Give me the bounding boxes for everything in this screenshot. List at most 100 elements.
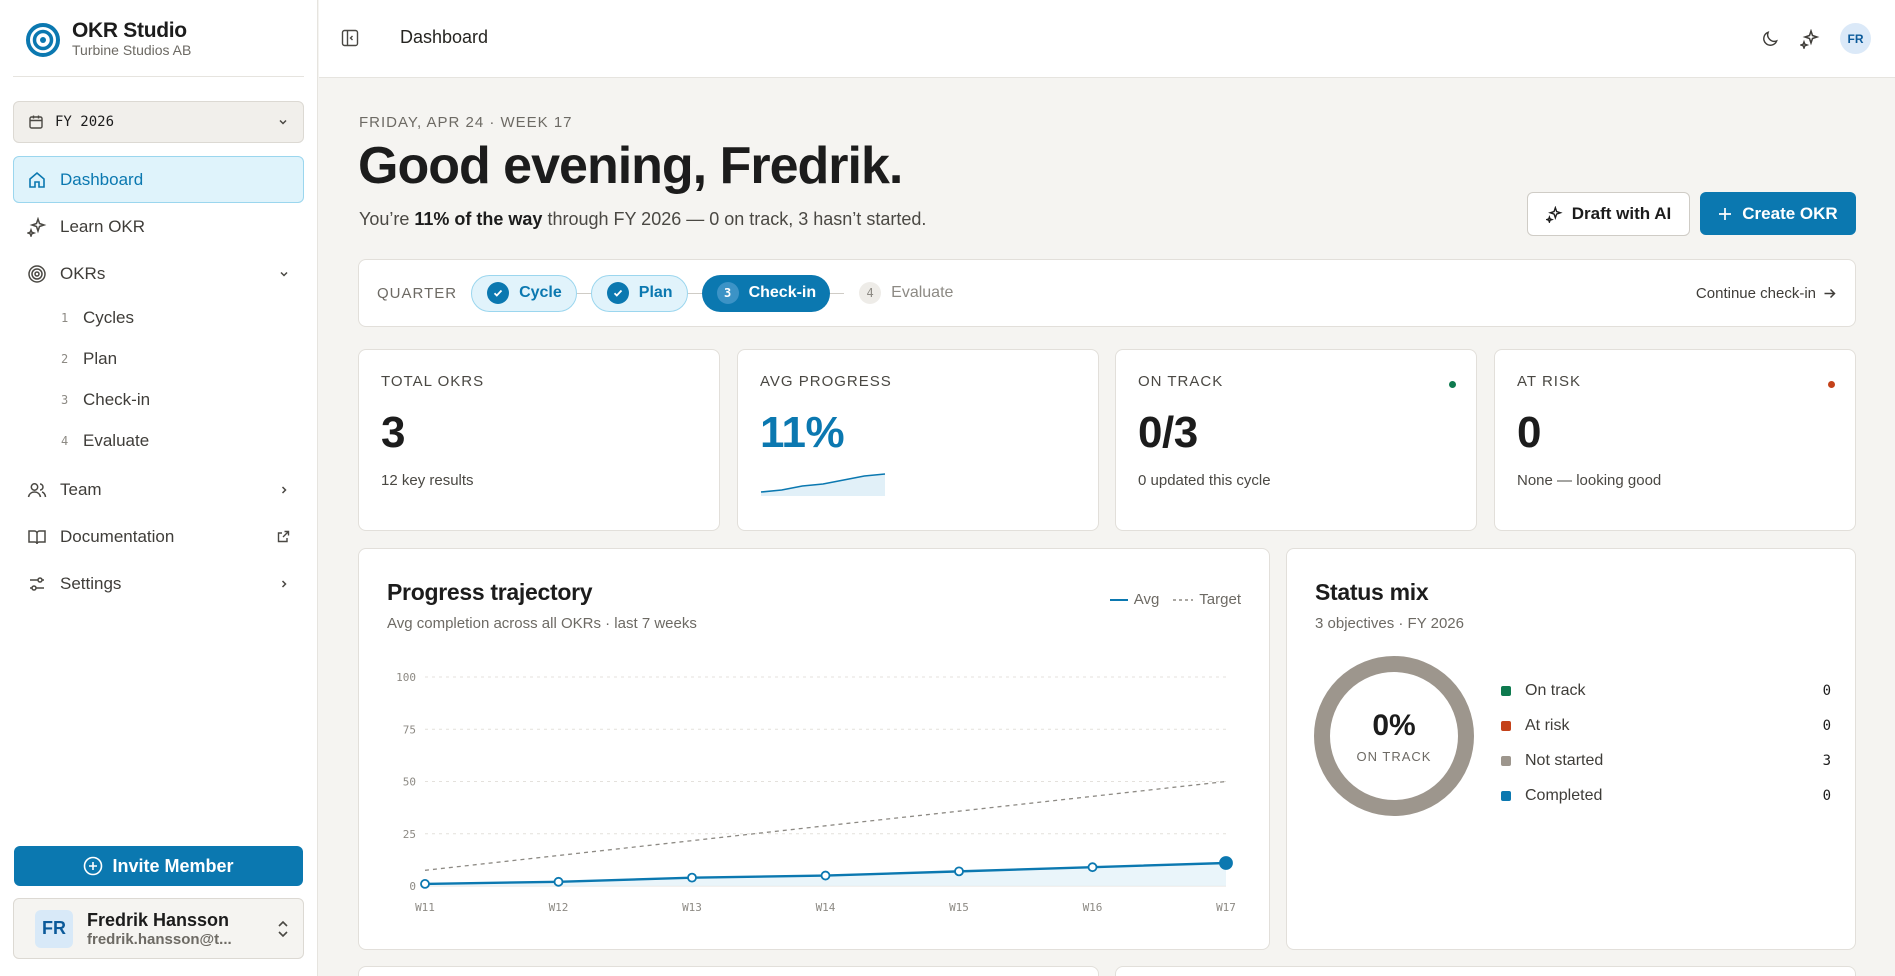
stat-avg-progress: AVG PROGRESS 11% — [737, 349, 1099, 531]
avatar: FR — [35, 909, 73, 948]
chart-subtitle: Avg completion across all OKRs · last 7 … — [387, 615, 697, 632]
topbar: Dashboard FR — [319, 0, 1895, 78]
step-check-in[interactable]: 3 Check-in — [701, 274, 831, 312]
check-icon — [487, 282, 510, 304]
step-cycle[interactable]: Cycle — [471, 274, 577, 312]
sidebar-item-label: OKRs — [60, 263, 106, 283]
avatar[interactable]: FR — [1840, 23, 1871, 54]
moon-icon[interactable] — [1761, 29, 1780, 48]
plus-circle-icon — [84, 856, 103, 876]
status-dot — [1828, 381, 1835, 388]
sparkline-line — [760, 473, 886, 493]
status-mix-subtitle: 3 objectives · FY 2026 — [1315, 615, 1464, 632]
invite-member-button[interactable]: Invite Member — [14, 846, 303, 886]
summary-highlight: 11% of the way — [414, 209, 543, 229]
draft-label: Draft with AI — [1571, 204, 1672, 223]
status-label: Not started — [1525, 751, 1604, 769]
swatch — [1501, 720, 1511, 731]
donut-label: ON TRACK — [1356, 748, 1432, 764]
sparkles-icon — [1545, 205, 1563, 223]
sidebar-item-team[interactable]: Team — [13, 466, 304, 513]
y-tick-label: 0 — [409, 880, 416, 893]
fiscal-year-select[interactable]: FY 2026 — [13, 101, 304, 143]
donut-center: 0% ON TRACK — [1313, 655, 1475, 817]
user-menu[interactable]: FR Fredrik Hansson fredrik.hansson@t... — [13, 898, 304, 959]
summary-prefix: You’re — [359, 209, 415, 229]
x-tick-label: W14 — [816, 901, 836, 914]
avg-data-point — [1087, 862, 1098, 873]
status-label: At risk — [1525, 716, 1570, 734]
stat-foot: 12 key results — [381, 472, 474, 489]
draft-with-ai-button[interactable]: Draft with AI — [1527, 192, 1690, 236]
invite-member-label: Invite Member — [112, 855, 234, 876]
status-row-not-started: Not started 3 — [1501, 743, 1831, 778]
external-link-icon — [277, 530, 290, 543]
target-icon — [28, 264, 46, 283]
arrow-right-icon — [1824, 288, 1836, 299]
sparkles-icon[interactable] — [1800, 28, 1820, 49]
stat-value: 0 — [1517, 408, 1541, 457]
stat-on-track: ON TRACK 0/3 0 updated this cycle — [1115, 349, 1477, 531]
chevron-right-icon — [281, 579, 287, 588]
continue-check-in-link[interactable]: Continue check-in — [1696, 285, 1836, 302]
status-count: 0 — [1822, 787, 1831, 804]
status-row-completed: Completed 0 — [1501, 778, 1831, 813]
step-connector — [687, 292, 702, 294]
sub-num: 2 — [61, 351, 69, 366]
sidebar-subitem-evaluate[interactable]: 4 Evaluate — [61, 420, 304, 461]
step-plan[interactable]: Plan — [590, 274, 688, 312]
sidebar-item-label: Documentation — [60, 526, 175, 546]
donut-value: 0% — [1372, 708, 1416, 742]
x-tick-label: W15 — [949, 901, 969, 914]
stat-value: 3 — [381, 408, 405, 457]
sidebar-subitem-plan[interactable]: 2 Plan — [61, 338, 304, 379]
chevrons-up-down-icon — [278, 920, 288, 937]
sidebar-subitem-check-in[interactable]: 3 Check-in — [61, 379, 304, 420]
sidebar-item-dashboard[interactable]: Dashboard — [13, 156, 304, 203]
sidebar-item-settings[interactable]: Settings — [13, 560, 304, 607]
avg-data-point — [687, 872, 697, 883]
date-line: FRIDAY, APR 24 · WEEK 17 — [359, 114, 573, 131]
avg-data-point — [420, 879, 430, 889]
progress-trajectory-card: 0 25 50 75 100 W11 W12 W13 W14 W15 W16 W17 Progress… — [358, 548, 1270, 950]
sliders-icon — [30, 576, 44, 591]
chart-legend: Avg Target — [1109, 591, 1241, 608]
status-label: On track — [1525, 681, 1586, 699]
sidebar-item-okrs[interactable]: OKRs — [13, 250, 304, 297]
status-row-at-risk: At risk 0 — [1501, 708, 1831, 743]
status-count: 0 — [1822, 682, 1831, 699]
legend-label: Avg — [1133, 591, 1160, 608]
step-label: Plan — [638, 284, 673, 301]
sidebar-item-learn-okr[interactable]: Learn OKR — [13, 203, 304, 250]
sub-num: 4 — [61, 433, 69, 448]
stat-value: 0/3 — [1138, 408, 1198, 457]
sidebar-subitem-cycles[interactable]: 1 Cycles — [61, 297, 304, 338]
legend-avg: Avg — [1109, 591, 1160, 608]
lower-card — [1115, 966, 1856, 976]
brand[interactable]: OKR Studio Turbine Studios AB — [26, 20, 191, 59]
create-okr-button[interactable]: Create OKR — [1700, 192, 1856, 235]
sidebar-item-documentation[interactable]: Documentation — [13, 513, 304, 560]
status-count: 3 — [1822, 752, 1831, 769]
chart-title: Progress trajectory — [387, 579, 593, 605]
y-tick-label: 100 — [396, 671, 416, 684]
step-label: Cycle — [519, 284, 562, 301]
sidebar-item-label: Settings — [60, 573, 122, 593]
status-donut: 0% ON TRACK — [1313, 655, 1475, 817]
sidebar-toggle-icon[interactable] — [341, 29, 359, 47]
x-tick-label: W11 — [415, 901, 435, 914]
topbar-actions: FR — [1761, 23, 1871, 54]
x-tick-label: W12 — [549, 901, 569, 914]
step-evaluate[interactable]: 4 Evaluate — [844, 275, 967, 312]
step-number: 4 — [859, 282, 882, 304]
chevron-down-icon — [279, 119, 287, 125]
avg-data-point — [553, 876, 564, 887]
stat-label: TOTAL OKRS — [381, 373, 485, 390]
stat-label: ON TRACK — [1138, 373, 1224, 390]
sub-label: Evaluate — [83, 430, 150, 450]
calendar-icon — [29, 115, 43, 129]
user-email: fredrik.hansson@t... — [87, 930, 232, 948]
legend-target: Target — [1173, 591, 1241, 608]
avg-data-point — [1219, 856, 1233, 870]
summary-suffix: through FY 2026 — 0 on track, 3 hasn’t s… — [542, 209, 927, 229]
